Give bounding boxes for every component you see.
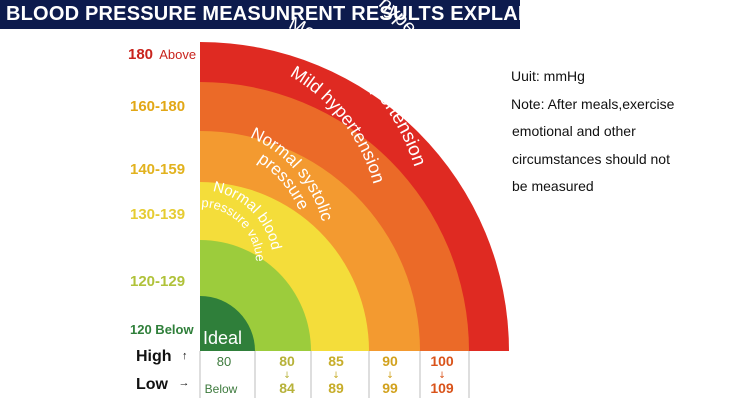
diastolic-severe-high: 100 — [430, 353, 454, 369]
diastolic-severe-low: 109 — [430, 380, 454, 396]
systolic-label-120-129: 120-129 — [130, 273, 185, 290]
systolic-label-120-below: 120 Below — [130, 322, 194, 337]
measurement-note: Uuit: mmHg Note: After meals,exercise em… — [511, 63, 746, 201]
systolic-label-160-180: 160-180 — [130, 98, 185, 115]
unit-label: Uuit: mmHg — [511, 68, 585, 84]
band-ideal — [200, 296, 255, 351]
column-dividers — [199, 351, 470, 398]
note-line-4: be measured — [512, 178, 594, 194]
page-title: BLOOD PRESSURE MEASUNRENT RESULTS EXPLAI… — [0, 0, 538, 29]
diastolic-mild-low: 89 — [328, 380, 344, 396]
note-line-2: emotional and other — [512, 123, 636, 139]
diastolic-ideal-low: Below — [205, 382, 238, 396]
diastolic-normal-low: 84 — [279, 380, 295, 396]
systolic-label-130-139: 130-139 — [130, 206, 185, 223]
diastolic-mild-high: 85 — [328, 353, 344, 369]
diastolic-moderate-high: 90 — [382, 353, 398, 369]
diastolic-moderate-low: 99 — [382, 380, 398, 396]
row-label-low: Low → — [136, 376, 189, 393]
diastolic-normal-arrow: ↓ — [283, 371, 291, 381]
row-label-high: High ↑ — [136, 348, 188, 365]
diastolic-severe-arrow: ↓ — [438, 371, 446, 381]
diastolic-normal-high: 80 — [279, 353, 295, 369]
systolic-label-140-159: 140-159 — [130, 161, 185, 178]
note-line-1: Note: After meals,exercise — [511, 95, 675, 112]
note-line-3: circumstances should not — [512, 150, 670, 167]
systolic-label-180: 180 Above — [128, 46, 196, 63]
diastolic-mild-arrow: ↓ — [332, 371, 340, 381]
diastolic-moderate-arrow: ↓ — [386, 371, 394, 381]
band-name-ideal: Ideal — [203, 328, 242, 348]
diastolic-ideal-high: 80 — [217, 354, 231, 369]
